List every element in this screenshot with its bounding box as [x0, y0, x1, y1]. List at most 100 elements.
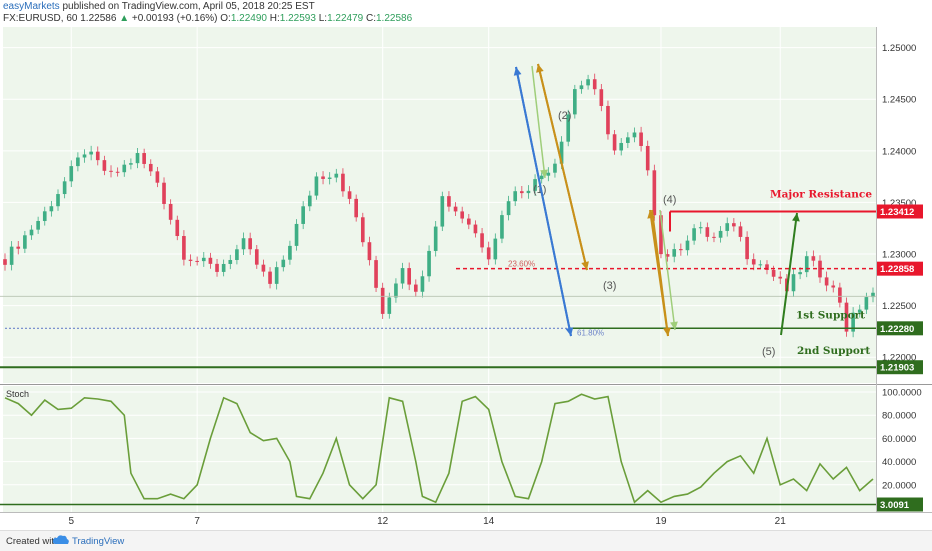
candle-body: [632, 132, 637, 138]
candle-body: [109, 170, 113, 172]
blue-projection-arrow-back: [515, 66, 572, 337]
candle-body: [811, 256, 816, 261]
fib-23-label: 23.60%: [508, 260, 535, 269]
price-chart[interactable]: Major Resistance 1st Support 2nd Support 23…: [0, 0, 932, 530]
candle-body: [791, 274, 796, 292]
candle-body: [433, 226, 438, 251]
close-label: C:: [366, 13, 376, 24]
high-value: 1.22593: [279, 13, 316, 24]
candle-body: [659, 215, 663, 255]
candle-body: [520, 191, 524, 194]
candle-body: [301, 206, 305, 224]
open-value: 1.22490: [230, 13, 267, 24]
symbol-label: FX:EURUSD, 60: [3, 13, 78, 24]
candle-body: [626, 137, 630, 143]
candle-body: [871, 292, 875, 298]
candle-body: [115, 171, 120, 173]
candle-body: [89, 151, 93, 155]
candle-body: [513, 191, 518, 202]
stoch-series: [0, 393, 876, 506]
candle-body: [235, 249, 239, 260]
candle-body: [135, 153, 140, 164]
candle-body: [148, 163, 153, 172]
candle-body: [718, 230, 723, 238]
candle-body: [831, 285, 836, 288]
candle-body: [168, 203, 173, 220]
publisher-name[interactable]: easyMarkets: [3, 1, 60, 12]
green-target-arrow-head: [792, 213, 800, 222]
candle-body: [844, 302, 849, 332]
orange-wave4-arrow-up: [649, 209, 669, 337]
grid: [3, 27, 876, 512]
candle-body: [241, 238, 246, 250]
price-tags: 1.23412 1.22858 1.22280 1.21903 3.0091: [877, 204, 923, 512]
price-tick-label: 1.22000: [882, 353, 916, 364]
candle-body: [334, 173, 339, 178]
stoch-tick-label: 100.0000: [882, 388, 922, 399]
tradingview-cloud-icon: [52, 535, 69, 544]
light-green-arrow-b: [659, 209, 676, 331]
candle-body: [142, 153, 146, 164]
fib-23-price-tag-bg: [877, 261, 923, 276]
candle-body: [778, 276, 783, 279]
candle-body: [473, 224, 478, 234]
candle-body: [586, 79, 590, 86]
stoch-last-tag-bg: [877, 497, 923, 512]
candle-body: [294, 223, 299, 246]
candle-body: [599, 89, 604, 106]
candle-body: [162, 182, 166, 204]
price-tick-label: 1.22500: [882, 301, 916, 312]
candle-body: [321, 176, 325, 179]
candle-body: [261, 264, 266, 272]
stoch-pane-bg: [3, 386, 876, 512]
price-tick-label: 1.23000: [882, 250, 916, 261]
candle-body: [254, 249, 259, 265]
candle-body: [175, 219, 180, 237]
candle-body: [592, 79, 597, 90]
candle-body: [274, 267, 279, 284]
candle-body: [612, 134, 617, 151]
candle-body: [49, 206, 54, 212]
major-resistance-price-tag: 1.23412: [880, 207, 914, 218]
candle-body: [69, 166, 74, 182]
candle-body: [453, 206, 458, 212]
candle-body: [268, 271, 272, 284]
candle-body: [341, 173, 345, 192]
candle-body: [705, 227, 710, 237]
candle-body: [698, 227, 703, 229]
light-green-arrow-a-head: [540, 169, 548, 178]
candle-body: [758, 264, 763, 266]
candle-body: [725, 223, 730, 231]
wave-label: (1): [533, 184, 546, 196]
candle-body: [838, 287, 842, 303]
candle-body: [367, 242, 372, 261]
candle-body: [188, 259, 193, 261]
time-tick-label: 5: [68, 516, 74, 527]
light-green-arrow-a: [531, 65, 546, 179]
first-support-label: 1st Support: [796, 309, 865, 321]
tradingview-link[interactable]: TradingView: [72, 536, 125, 547]
candle-body: [864, 297, 869, 310]
wave-label: (3): [603, 280, 616, 292]
candle-body: [751, 259, 756, 265]
stoch-tick-label: 60.0000: [882, 434, 916, 445]
candle-body: [248, 238, 252, 250]
candle-body: [23, 235, 27, 249]
open-label: O:: [220, 13, 231, 24]
candle-body: [798, 272, 802, 275]
candle-body: [387, 297, 392, 314]
close-value: 1.22586: [376, 13, 413, 24]
candle-body: [380, 287, 385, 314]
candle-body: [228, 259, 233, 264]
candle-body: [526, 190, 531, 194]
candle-body: [533, 179, 537, 191]
first-support-price-tag-bg: [877, 321, 923, 336]
candle-body: [645, 145, 650, 171]
time-tick-label: 14: [483, 516, 495, 527]
candle-body: [394, 283, 398, 298]
stoch-tick-label: 80.0000: [882, 411, 916, 422]
candle-body: [652, 170, 657, 216]
candle-body: [539, 175, 544, 180]
last-price: 1.22586: [80, 13, 117, 24]
candle-body: [672, 249, 677, 257]
